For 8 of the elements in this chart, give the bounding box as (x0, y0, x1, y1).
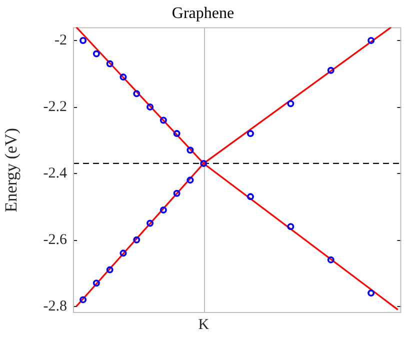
chart-title: Graphene (172, 4, 234, 22)
y-tick-label: -2.6 (43, 232, 68, 248)
x-tick-label: K (198, 316, 210, 333)
y-tick-label: -2.8 (43, 298, 67, 314)
y-tick-label: -2.2 (43, 98, 67, 115)
y-tick-label: -2 (54, 32, 67, 48)
y-axis-title: Energy (eV) (2, 128, 21, 212)
y-tick-label: -2.4 (43, 165, 68, 182)
